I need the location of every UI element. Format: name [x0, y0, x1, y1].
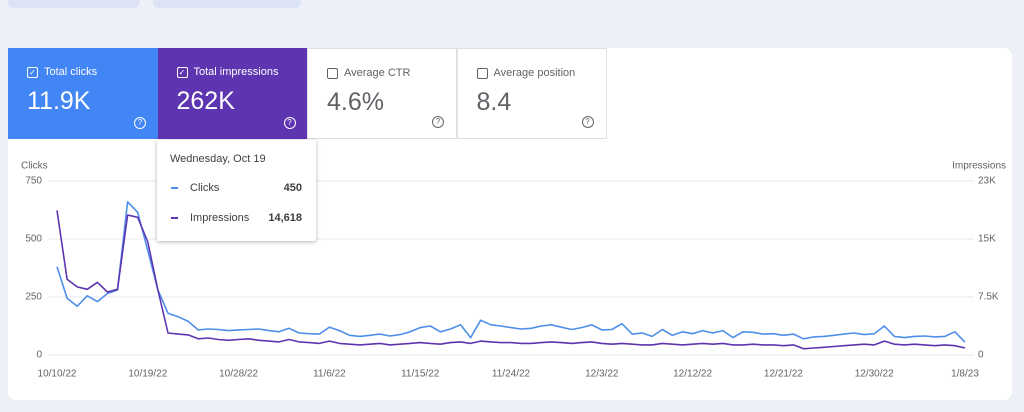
- card-label: Average position: [493, 67, 576, 79]
- x-tick-label: 11/6/22: [313, 369, 346, 380]
- x-tick-label: 10/28/22: [219, 369, 258, 380]
- tooltip: Wednesday, Oct 19 Clicks 450 Impressions 1…: [157, 140, 316, 241]
- card-value: 11.9K: [27, 87, 91, 115]
- metric-card[interactable]: ✓ Total clicks 11.9K?: [8, 48, 158, 139]
- metric-card[interactable]: Average CTR 4.6%?: [307, 48, 457, 139]
- tooltip-date: Wednesday, Oct 19: [170, 153, 266, 165]
- card-header: Average CTR: [327, 67, 456, 79]
- filter-chip[interactable]: [8, 0, 140, 8]
- x-tick-label: 10/19/22: [128, 369, 167, 380]
- x-tick-label: 11/24/22: [492, 369, 531, 380]
- card-label: Average CTR: [344, 67, 411, 79]
- series-line: [56, 201, 966, 343]
- x-tick-label: 12/21/22: [764, 369, 803, 380]
- metric-card[interactable]: Average position 8.4?: [456, 48, 607, 139]
- checkbox[interactable]: ✓: [27, 66, 38, 78]
- y2-tick-label: 23K: [978, 176, 996, 187]
- checkbox[interactable]: [327, 67, 338, 79]
- series-line: [56, 210, 966, 350]
- x-tick-label: 10/10/22: [38, 369, 77, 380]
- filter-chip[interactable]: [153, 0, 301, 8]
- checkbox[interactable]: [476, 67, 488, 79]
- x-tick-label: 12/12/22: [673, 369, 712, 380]
- x-tick-label: 12/3/22: [585, 369, 619, 380]
- card-label: Total impressions: [193, 66, 279, 78]
- y2-tick-label: 0: [978, 350, 984, 361]
- legend-label: Impressions: [190, 212, 250, 224]
- y-tick-label: 0: [36, 350, 42, 361]
- y2-tick-label: 7.5K: [978, 292, 999, 303]
- card-label: Total clicks: [44, 66, 98, 78]
- y2-axis-label: Impressions: [952, 161, 1006, 172]
- x-tick-label: 1/8/23: [951, 369, 979, 380]
- card-value: 4.6%: [327, 88, 384, 116]
- help-icon[interactable]: ?: [432, 116, 444, 128]
- legend-swatch: [171, 187, 178, 189]
- checkbox[interactable]: ✓: [176, 66, 188, 78]
- legend-swatch: [171, 217, 178, 219]
- card-header: ✓ Total impressions: [176, 66, 308, 78]
- y-tick-label: 500: [25, 234, 42, 245]
- legend-label: Clicks: [190, 182, 220, 194]
- y-axis-label: Clicks: [21, 161, 48, 172]
- card-header: Average position: [476, 67, 606, 79]
- tooltip-value: 450: [283, 182, 302, 194]
- help-icon[interactable]: ?: [283, 117, 296, 129]
- metric-card[interactable]: ✓ Total impressions 262K?: [157, 48, 308, 139]
- x-tick-label: 12/30/22: [855, 369, 894, 380]
- y2-tick-label: 15K: [978, 234, 996, 245]
- card-value: 262K: [176, 87, 235, 115]
- card-value: 8.4: [476, 88, 512, 116]
- tooltip-row: Clicks 450: [171, 182, 302, 194]
- help-icon[interactable]: ?: [134, 117, 146, 129]
- tooltip-row: Impressions 14,618: [171, 212, 302, 224]
- tooltip-value: 14,618: [268, 212, 302, 224]
- y-tick-label: 250: [25, 292, 42, 303]
- y-tick-label: 750: [25, 176, 42, 187]
- x-tick-label: 11/15/22: [401, 369, 440, 380]
- help-icon[interactable]: ?: [581, 116, 594, 128]
- card-header: ✓ Total clicks: [27, 66, 158, 78]
